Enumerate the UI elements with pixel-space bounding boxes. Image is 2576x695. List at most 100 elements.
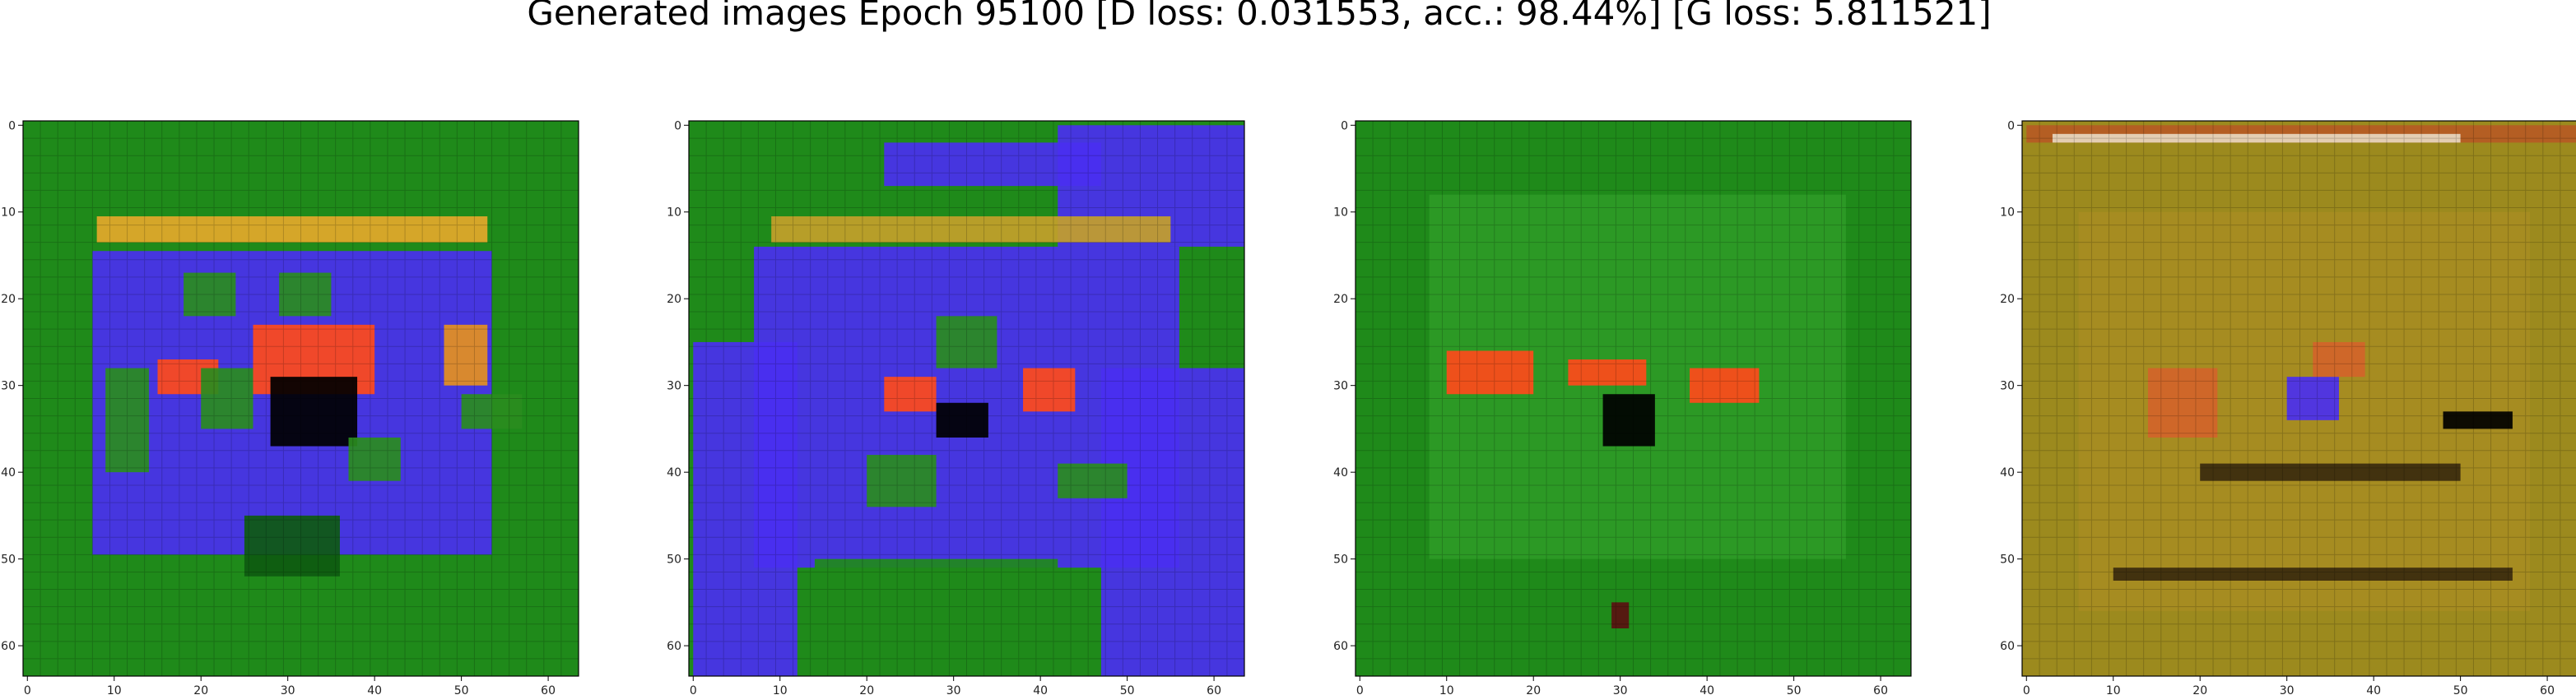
generated-image-2 [689, 121, 1244, 676]
image-region [771, 216, 1171, 243]
x-tick-label: 40 [2366, 684, 2381, 695]
image-panel-2: 0 10 20 30 40 50 60 0 10 20 30 40 50 60 [667, 119, 1245, 695]
x-tick-label: 0 [1356, 684, 1364, 695]
y-tick-label: 40 [1, 466, 16, 480]
x-tick-label: 30 [946, 684, 961, 695]
x-tick-label: 0 [2023, 684, 2030, 695]
image-region [105, 368, 149, 473]
y-tick-label: 60 [667, 640, 681, 653]
image-region [814, 558, 1058, 676]
image-region [279, 272, 332, 317]
generated-image-1 [23, 121, 579, 676]
x-tick-label: 0 [690, 684, 697, 695]
image-region [1058, 463, 1128, 498]
axes-frame [22, 120, 579, 677]
image-region [2286, 377, 2339, 420]
image-region [244, 515, 340, 577]
y-tick-label: 10 [2000, 206, 2015, 220]
x-tick-label: 50 [1787, 684, 1802, 695]
x-tick-label: 20 [193, 684, 208, 695]
y-tick-label: 10 [1, 206, 16, 220]
image-region [936, 316, 997, 368]
x-tick-label: 60 [1873, 684, 1888, 695]
y-tick-label: 30 [1333, 380, 1348, 393]
x-tick-label: 10 [107, 684, 122, 695]
y-tick-label: 20 [1333, 293, 1348, 306]
image-region [1611, 602, 1630, 628]
y-tick-label: 50 [667, 554, 681, 567]
y-tick-label: 20 [667, 293, 681, 306]
y-tick-label: 40 [667, 466, 681, 480]
image-region [2200, 463, 2461, 481]
x-tick-label: 60 [2540, 684, 2555, 695]
image-region [1690, 368, 1760, 403]
x-tick-label: 50 [1120, 684, 1135, 695]
image-region [348, 437, 401, 481]
y-tick-label: 30 [1, 380, 16, 393]
pixel-texture [23, 121, 579, 676]
y-tick-label: 50 [1333, 554, 1348, 567]
y-tick-label: 40 [2000, 466, 2015, 480]
image-region [884, 377, 937, 412]
y-tick-label: 20 [1, 293, 16, 306]
x-tick-label: 40 [1700, 684, 1714, 695]
y-tick-label: 0 [2007, 119, 2015, 132]
y-tick-label: 20 [2000, 293, 2015, 306]
x-tick-label: 20 [1526, 684, 1541, 695]
x-tick-label: 30 [1613, 684, 1628, 695]
image-region [2147, 368, 2218, 438]
x-tick-label: 40 [1033, 684, 1048, 695]
image-region [2113, 568, 2513, 581]
y-tick-label: 0 [8, 119, 16, 132]
image-region [1100, 368, 1244, 676]
x-tick-label: 50 [2453, 684, 2468, 695]
y-tick-label: 10 [667, 206, 681, 220]
image-region [867, 455, 937, 507]
image-region [270, 377, 358, 447]
y-tick-label: 0 [1341, 119, 1348, 132]
image-region [1602, 394, 1655, 447]
axes-frame [688, 120, 1245, 677]
y-tick-label: 60 [2000, 640, 2015, 653]
image-region [2313, 341, 2365, 378]
image-region [444, 324, 488, 386]
image-region [1023, 368, 1076, 412]
generated-image-4 [2022, 121, 2576, 676]
image-region [1446, 350, 1534, 395]
x-tick-label: 20 [859, 684, 874, 695]
image-region [201, 368, 253, 429]
y-tick-label: 50 [1, 554, 16, 567]
image-region [184, 272, 236, 317]
y-tick-label: 30 [2000, 380, 2015, 393]
x-tick-label: 30 [2280, 684, 2295, 695]
pixel-texture [2022, 121, 2576, 676]
image-panel-4: 0 10 20 30 40 50 60 0 10 20 30 40 50 60 [2000, 119, 2576, 695]
image-region [96, 216, 488, 243]
image-region [936, 402, 988, 438]
figure-title: Generated images Epoch 95100 [D loss: 0.… [527, 0, 1991, 33]
x-tick-label: 40 [367, 684, 382, 695]
pixel-texture [689, 121, 1244, 676]
image-panel-1: 0 10 20 30 40 50 60 0 10 20 30 40 50 60 [1, 119, 579, 695]
y-tick-label: 30 [667, 380, 681, 393]
x-tick-label: 10 [1439, 684, 1454, 695]
image-region [2443, 411, 2513, 429]
x-tick-label: 60 [1207, 684, 1221, 695]
axes-frame [1355, 120, 1912, 677]
y-tick-label: 60 [1, 640, 16, 653]
y-tick-label: 50 [2000, 554, 2015, 567]
x-tick-label: 30 [281, 684, 295, 695]
axes-frame [2021, 120, 2576, 677]
pixel-texture [1355, 121, 1911, 676]
image-region [461, 394, 523, 429]
x-tick-label: 10 [2106, 684, 2121, 695]
y-tick-label: 40 [1333, 466, 1348, 480]
x-tick-label: 50 [454, 684, 469, 695]
x-tick-label: 20 [2192, 684, 2207, 695]
image-region [1568, 359, 1647, 386]
generated-image-3 [1355, 121, 1911, 676]
x-tick-label: 60 [541, 684, 556, 695]
y-tick-label: 10 [1333, 206, 1348, 220]
